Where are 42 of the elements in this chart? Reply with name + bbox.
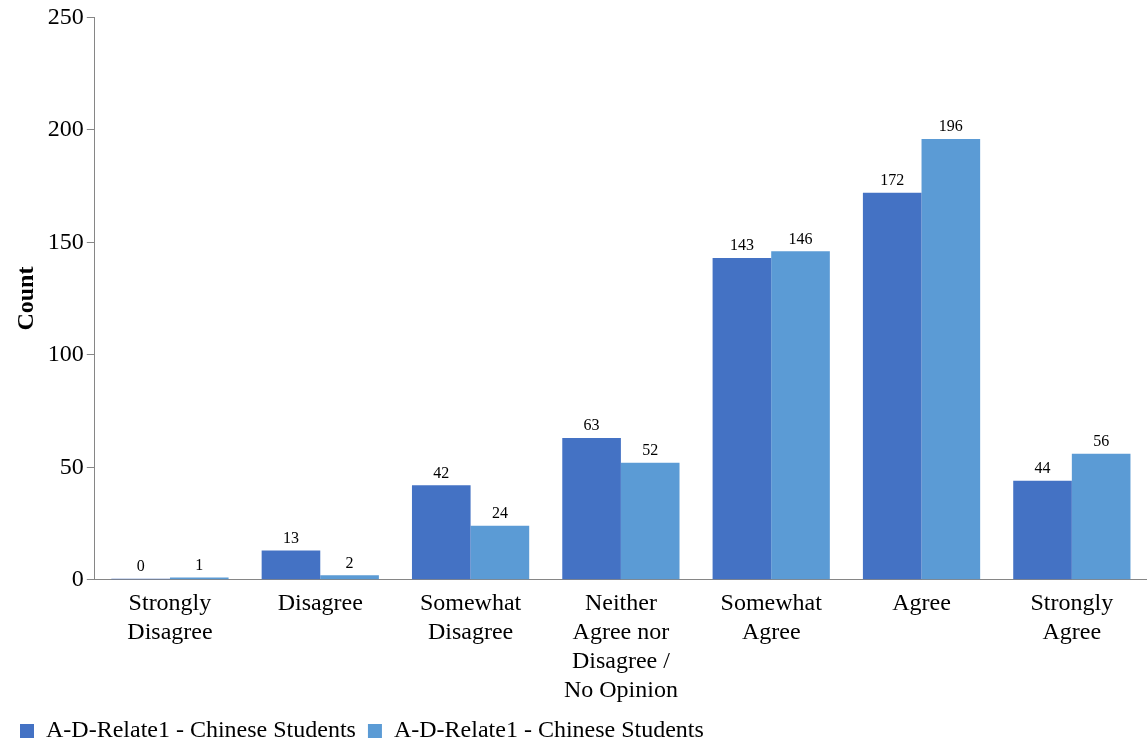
x-tick-label: Somewhat Disagree [419,589,522,645]
y-tick-label: 100 [47,340,84,367]
data-label: 42 [433,463,450,481]
y-tick-label: 150 [47,227,84,254]
y-tick-label: 0 [71,565,84,592]
legend-label: A-D-Relate1 - Chinese Students [393,716,704,743]
data-label: 2 [345,553,354,571]
bar [921,138,981,580]
bar [862,192,922,580]
data-label: 146 [788,229,813,247]
bar [771,251,830,580]
data-label: 172 [880,171,905,189]
bar [1071,453,1131,580]
bar [411,485,471,580]
legend-label: A-D-Relate1 - Chinese Students [46,716,356,743]
data-label: 13 [282,528,299,546]
bar [320,575,379,580]
x-tick-label: Neither Agree nor Disagree / No Opinion [563,589,678,702]
bar [261,550,321,580]
bar [620,462,680,580]
data-label: 44 [1034,459,1051,477]
bar [562,438,621,580]
x-tick-label: Strongly Disagree [127,589,213,645]
x-tick-label: Agree [892,589,951,616]
data-label: 196 [938,117,963,135]
data-label: 1 [195,555,204,573]
y-tick-label: 50 [59,452,84,479]
y-tick-label: 250 [47,2,84,29]
x-tick-label: Somewhat Agree [720,589,823,645]
bar [1013,480,1072,580]
data-label: 0 [136,557,145,574]
y-axis-title: Count [11,266,38,331]
data-label: 52 [642,441,659,459]
y-tick-label: 200 [47,115,84,142]
data-label: 24 [491,504,508,522]
x-tick-label: Strongly Agree [1030,589,1114,645]
bar [470,525,530,580]
bar [712,258,772,580]
x-tick-label: Disagree [277,589,363,616]
data-label: 63 [583,416,600,434]
data-label: 143 [729,236,754,254]
data-label: 56 [1093,432,1110,450]
